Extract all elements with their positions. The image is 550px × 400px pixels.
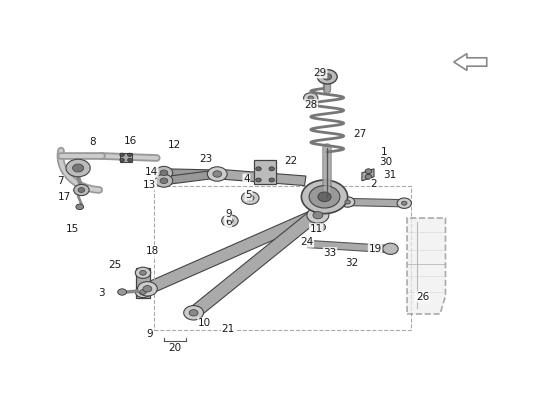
Circle shape bbox=[222, 215, 238, 227]
Text: 5: 5 bbox=[245, 190, 252, 200]
Circle shape bbox=[138, 282, 157, 296]
Circle shape bbox=[155, 166, 173, 179]
Circle shape bbox=[301, 180, 348, 214]
Circle shape bbox=[78, 188, 85, 192]
Text: 1: 1 bbox=[381, 147, 387, 157]
Circle shape bbox=[184, 306, 204, 320]
Circle shape bbox=[143, 286, 152, 292]
Circle shape bbox=[313, 212, 323, 219]
Polygon shape bbox=[454, 54, 487, 70]
Text: 12: 12 bbox=[168, 140, 182, 150]
Text: 22: 22 bbox=[284, 156, 297, 166]
Circle shape bbox=[318, 192, 331, 202]
Circle shape bbox=[397, 198, 411, 208]
Circle shape bbox=[307, 207, 329, 223]
Circle shape bbox=[402, 201, 407, 205]
Text: 23: 23 bbox=[200, 154, 213, 164]
Text: 8: 8 bbox=[89, 137, 96, 147]
Polygon shape bbox=[164, 169, 217, 178]
Circle shape bbox=[120, 153, 124, 156]
Text: 7: 7 bbox=[57, 176, 64, 186]
Text: 29: 29 bbox=[314, 68, 327, 78]
Circle shape bbox=[135, 286, 151, 298]
Polygon shape bbox=[362, 169, 374, 181]
Circle shape bbox=[256, 167, 261, 171]
Text: 15: 15 bbox=[66, 224, 79, 234]
Text: 30: 30 bbox=[379, 157, 393, 167]
Circle shape bbox=[135, 267, 151, 278]
Circle shape bbox=[315, 223, 326, 231]
Polygon shape bbox=[407, 218, 446, 314]
Polygon shape bbox=[144, 209, 322, 294]
Circle shape bbox=[207, 167, 227, 181]
Circle shape bbox=[140, 290, 146, 294]
Text: 11: 11 bbox=[310, 224, 323, 234]
Bar bbox=[154, 186, 411, 330]
Circle shape bbox=[256, 178, 261, 182]
Text: 18: 18 bbox=[146, 246, 160, 256]
Text: 3: 3 bbox=[98, 288, 105, 298]
Circle shape bbox=[120, 158, 124, 162]
Polygon shape bbox=[187, 209, 323, 318]
Circle shape bbox=[128, 153, 132, 156]
Text: 9: 9 bbox=[146, 329, 153, 339]
Text: 33: 33 bbox=[323, 248, 337, 258]
Circle shape bbox=[269, 178, 274, 182]
Text: 9: 9 bbox=[225, 209, 232, 219]
Circle shape bbox=[309, 186, 340, 208]
Text: 10: 10 bbox=[198, 318, 211, 328]
Circle shape bbox=[213, 171, 222, 177]
Text: 6: 6 bbox=[225, 217, 232, 227]
Circle shape bbox=[345, 200, 350, 204]
Text: 27: 27 bbox=[354, 129, 367, 139]
Text: 24: 24 bbox=[300, 237, 313, 247]
Text: 28: 28 bbox=[304, 100, 317, 110]
Circle shape bbox=[323, 74, 332, 80]
Text: 2: 2 bbox=[371, 179, 377, 189]
Text: 32: 32 bbox=[345, 258, 359, 268]
Text: 25: 25 bbox=[108, 260, 121, 270]
Circle shape bbox=[269, 167, 274, 171]
Circle shape bbox=[140, 270, 146, 275]
Text: 21: 21 bbox=[222, 324, 235, 334]
Circle shape bbox=[189, 310, 198, 316]
Circle shape bbox=[308, 96, 314, 100]
Polygon shape bbox=[348, 198, 402, 207]
Polygon shape bbox=[120, 153, 132, 162]
Text: 26: 26 bbox=[416, 292, 429, 302]
Circle shape bbox=[73, 164, 84, 172]
Text: 31: 31 bbox=[383, 170, 396, 180]
Circle shape bbox=[160, 170, 168, 176]
Circle shape bbox=[76, 204, 84, 210]
Circle shape bbox=[160, 178, 168, 184]
Circle shape bbox=[340, 197, 355, 207]
Text: 14: 14 bbox=[145, 167, 158, 177]
Circle shape bbox=[128, 158, 132, 162]
Circle shape bbox=[383, 243, 398, 254]
Circle shape bbox=[118, 289, 127, 295]
Circle shape bbox=[241, 192, 259, 204]
Circle shape bbox=[66, 159, 90, 177]
Polygon shape bbox=[163, 170, 218, 185]
Text: 13: 13 bbox=[143, 180, 156, 190]
Circle shape bbox=[317, 70, 337, 84]
Circle shape bbox=[246, 195, 254, 201]
Bar bbox=[254, 160, 276, 184]
Text: 17: 17 bbox=[58, 192, 72, 202]
Text: 20: 20 bbox=[168, 343, 182, 353]
Circle shape bbox=[365, 174, 372, 179]
Circle shape bbox=[74, 184, 89, 196]
Polygon shape bbox=[307, 240, 386, 252]
Circle shape bbox=[304, 93, 318, 103]
Circle shape bbox=[155, 174, 173, 187]
Text: 4: 4 bbox=[243, 174, 250, 184]
Circle shape bbox=[365, 169, 372, 174]
Text: 16: 16 bbox=[124, 136, 138, 146]
Polygon shape bbox=[217, 169, 306, 186]
Text: 19: 19 bbox=[368, 244, 382, 254]
Circle shape bbox=[227, 218, 233, 223]
Bar bbox=[136, 268, 150, 298]
